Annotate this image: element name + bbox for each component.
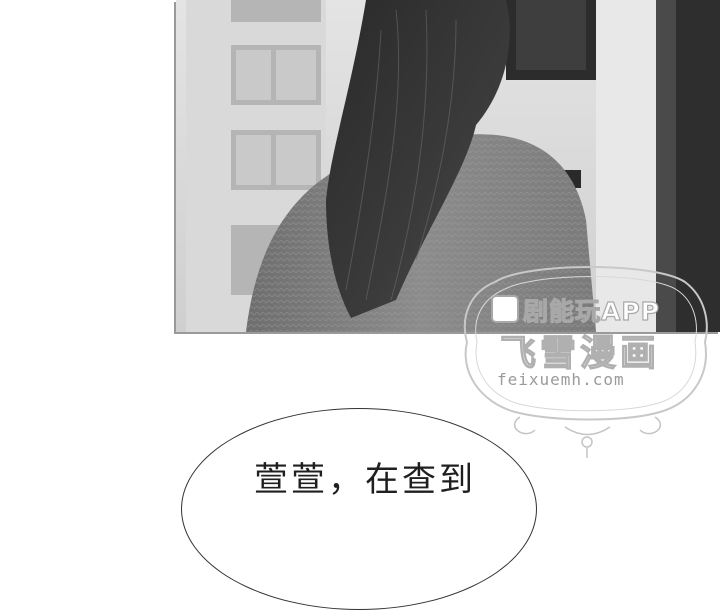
panel-illustration xyxy=(176,0,720,332)
watermark-app-text: 剧能玩APP xyxy=(522,296,660,326)
watermark-url: feixuemh.com xyxy=(497,370,625,389)
comic-panel xyxy=(176,0,720,332)
speech-bubble xyxy=(181,408,537,610)
watermark-brand: 飞雪漫画 xyxy=(499,332,661,374)
watermark-frame xyxy=(463,266,708,458)
watermark: 剧能玩APP 飞雪漫画 feixuemh.com xyxy=(455,262,720,462)
speech-bubble-text: 萱萱，在查到 xyxy=(254,460,476,500)
app-icon xyxy=(491,295,519,323)
